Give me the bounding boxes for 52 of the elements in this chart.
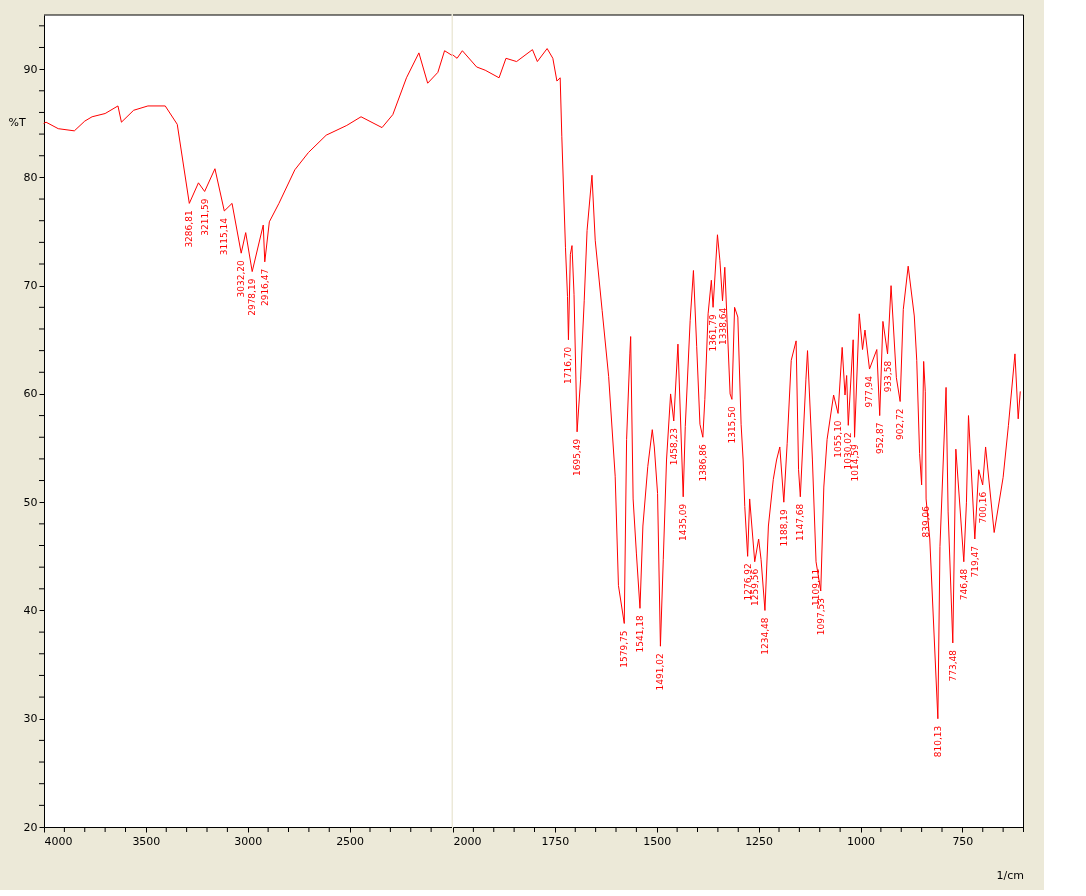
x-axis-title: 1/cm (996, 868, 1024, 882)
x-tick-label: 1750 (541, 834, 570, 848)
annotation: 933,58 (882, 360, 893, 393)
annotation: 1361,79 (708, 314, 719, 352)
annotation: 1276,92 (742, 563, 753, 601)
annotation: 1458,23 (668, 428, 679, 466)
annotation: 3115,14 (219, 217, 230, 256)
annotation: 1435,09 (678, 503, 689, 542)
annotation: 1147,68 (795, 503, 806, 542)
annotation: 1386,86 (697, 443, 708, 482)
annotation: 1338,64 (717, 307, 728, 346)
annotation: 1234,48 (759, 617, 770, 655)
annotation: 1541,18 (634, 615, 645, 653)
y-tick-label: 80 (23, 170, 38, 184)
y-tick-label: 50 (23, 495, 38, 509)
annotation: 1695,49 (572, 438, 583, 477)
y-tick-label: 40 (23, 603, 38, 617)
x-tick-label: 1250 (745, 834, 774, 848)
x-tick-label: 3000 (234, 834, 263, 848)
annotation: 1491,02 (655, 653, 666, 691)
annotation: 839,06 (921, 505, 932, 538)
annotation: 952,87 (874, 422, 885, 455)
annotation: 977,94 (864, 375, 875, 408)
y-tick-label: 70 (23, 279, 38, 293)
x-tick-label: 750 (952, 834, 974, 848)
annotation: 773,48 (947, 649, 958, 682)
x-tick-label: 1000 (847, 834, 875, 848)
x-tick-label: 2500 (336, 834, 365, 848)
y-axis-title: %T (8, 116, 26, 130)
annotation: 902,72 (895, 408, 906, 441)
annotation: 810,13 (932, 725, 943, 758)
annotation: 1315,50 (726, 406, 737, 444)
x-tick-label: 2000 (453, 834, 482, 848)
annotation: 700,16 (977, 491, 988, 524)
x-tick-label: 4000 (44, 834, 73, 848)
annotation: 746,48 (958, 568, 969, 601)
y-tick-label: 60 (23, 387, 38, 401)
annotation: 719,47 (969, 546, 980, 578)
y-tick-label: 90 (23, 62, 38, 76)
y-tick-label: 20 (23, 820, 38, 834)
annotation: 3286,81 (184, 210, 195, 248)
y-tick-label: 30 (23, 712, 38, 726)
annotation: 1579,75 (619, 630, 630, 668)
annotation: 2978,19 (247, 278, 258, 316)
annotation: 1055,10 (833, 420, 844, 458)
annotation: 1188,19 (778, 508, 789, 547)
x-tick-label: 3500 (132, 834, 161, 848)
annotation: 1716,70 (563, 346, 574, 385)
x-tick-label: 1500 (643, 834, 672, 848)
annotation: 3032,20 (236, 259, 247, 298)
annotation: 2916,47 (259, 268, 270, 307)
annotation: 3211,59 (199, 198, 210, 236)
